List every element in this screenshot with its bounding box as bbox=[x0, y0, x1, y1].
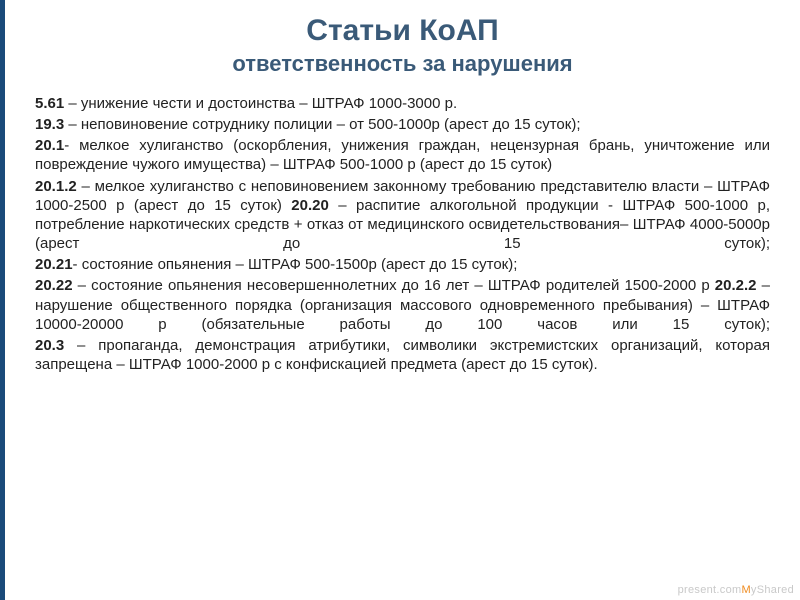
article-sep: – bbox=[77, 178, 95, 195]
content-list: 5.61 – унижение чести и достоинства – ШТ… bbox=[35, 94, 770, 375]
article-text: неповиновение сотруднику полиции – от 50… bbox=[81, 116, 581, 133]
article-number: 19.3 bbox=[35, 116, 64, 133]
article-number: 5.61 bbox=[35, 95, 64, 112]
article-item: 20.21- состояние опьянения – ШТРАФ 500-1… bbox=[35, 255, 770, 274]
article-sep: - bbox=[64, 137, 79, 154]
article-text: мелкое хулиганство (оскорбления, унижени… bbox=[35, 137, 770, 173]
article-number: 20.2.2 bbox=[715, 277, 757, 294]
article-number: 20.20 bbox=[291, 197, 329, 214]
article-item: 19.3 – неповиновение сотруднику полиции … bbox=[35, 115, 770, 134]
watermark-accent: M bbox=[741, 584, 750, 596]
title-sub: ответственность за нарушения bbox=[35, 51, 770, 76]
title-block: Статьи КоАП ответственность за нарушения bbox=[35, 14, 770, 76]
article-text: нарушение общественного порядка (организ… bbox=[35, 297, 770, 333]
title-main: Статьи КоАП bbox=[35, 14, 770, 49]
article-sep: – bbox=[329, 197, 356, 214]
watermark-suffix: yShared bbox=[751, 584, 794, 596]
article-number: 20.1 bbox=[35, 137, 64, 154]
slide-container: Статьи КоАП ответственность за нарушения… bbox=[0, 0, 800, 600]
article-item: 20.22 – состояние опьянения несовершенно… bbox=[35, 276, 770, 334]
article-item: 20.1.2 – мелкое хулиганство с неповинове… bbox=[35, 177, 770, 254]
article-text: унижение чести и достоинства – ШТРАФ 100… bbox=[81, 95, 457, 112]
article-number: 20.3 bbox=[35, 337, 64, 354]
article-number: 20.21 bbox=[35, 256, 73, 273]
article-sep: – bbox=[64, 95, 81, 112]
article-sep: - bbox=[73, 256, 82, 273]
article-text: состояние опьянения – ШТРАФ 500-1500р (а… bbox=[82, 256, 518, 273]
article-sep: – bbox=[73, 277, 92, 294]
article-number: 20.1.2 bbox=[35, 178, 77, 195]
article-item: 5.61 – унижение чести и достоинства – ШТ… bbox=[35, 94, 770, 113]
article-sep: – bbox=[757, 277, 770, 294]
article-number: 20.22 bbox=[35, 277, 73, 294]
article-sep: – bbox=[64, 337, 98, 354]
watermark-prefix: present.com bbox=[678, 584, 742, 596]
watermark: present.comMyShared bbox=[678, 584, 794, 596]
article-sep: – bbox=[64, 116, 81, 133]
article-item: 20.1- мелкое хулиганство (оскорбления, у… bbox=[35, 136, 770, 174]
article-text: пропаганда, демонстрация атрибутики, сим… bbox=[35, 337, 770, 373]
article-item: 20.3 – пропаганда, демонстрация атрибути… bbox=[35, 336, 770, 374]
article-text: состояние опьянения несовершеннолетних д… bbox=[91, 277, 715, 294]
